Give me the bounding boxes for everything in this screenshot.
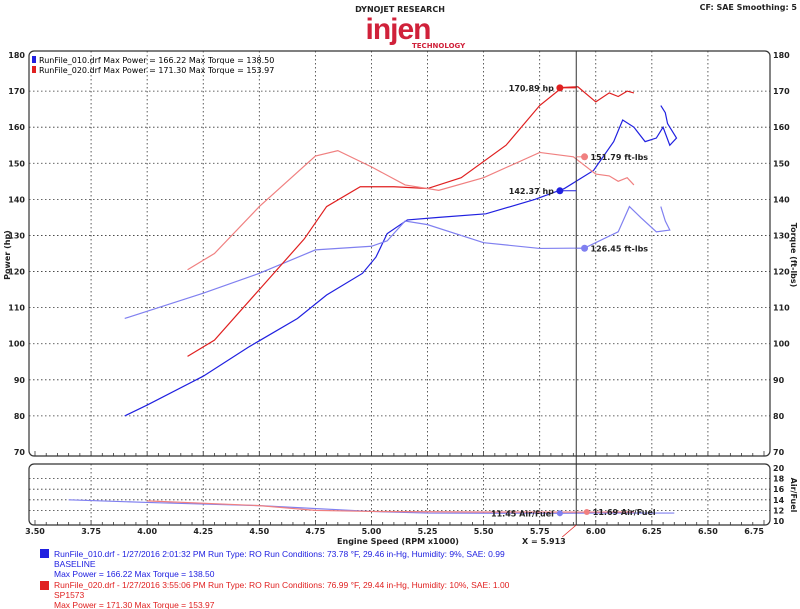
y2-tick-label: 10 <box>773 517 785 526</box>
legend-swatch-blue <box>32 56 36 63</box>
readout-marker <box>556 84 564 92</box>
run-line: Max Power = 171.30 Max Torque = 153.97 <box>54 600 215 609</box>
run-line: RunFile_010.drf - 1/27/2016 2:01:32 PM R… <box>54 549 505 559</box>
legend-entry: RunFile_020.drf Max Power = 171.30 Max T… <box>39 66 274 75</box>
y-tick-label: 140 <box>8 195 25 204</box>
svg-text:TECHNOLOGY: TECHNOLOGY <box>412 42 466 50</box>
readout-marker <box>581 153 589 161</box>
x-tick-label: 6.75 <box>744 527 764 536</box>
run-line: RunFile_020.drf - 1/27/2016 3:55:06 PM R… <box>54 580 510 590</box>
x-tick-label: 4.25 <box>193 527 213 536</box>
legend-entry: RunFile_010.drf Max Power = 166.22 Max T… <box>39 56 274 65</box>
series-line <box>124 105 678 417</box>
x-axis-label: Engine Speed (RPM x1000) <box>337 537 459 546</box>
run-swatch <box>40 549 49 558</box>
y-tick-label: 100 <box>8 340 25 349</box>
y2-tick-label: 100 <box>773 340 790 349</box>
run-line: BASELINE <box>54 559 96 569</box>
y2-tick-label: 20 <box>773 464 785 473</box>
y-tick-label: 160 <box>8 123 25 132</box>
y2-tick-label: 150 <box>773 159 790 168</box>
cursor-x-label: X = 5.913 <box>522 537 566 546</box>
readout-label: 11.69 Air/Fuel <box>593 508 656 517</box>
y2-tick-label: 140 <box>773 195 790 204</box>
y2-tick-label: 110 <box>773 304 790 313</box>
header-title: DYNOJET RESEARCH <box>355 5 445 14</box>
run-info: RunFile_010.drf - 1/27/2016 2:01:32 PM R… <box>40 549 510 609</box>
y2-tick-label: 170 <box>773 87 790 96</box>
legend-swatch-red <box>32 66 36 73</box>
y2-tick-label: 14 <box>773 496 785 505</box>
x-tick-label: 6.00 <box>586 527 606 536</box>
y-tick-label: 90 <box>14 376 26 385</box>
x-tick-label: 4.50 <box>249 527 269 536</box>
settings-label: CF: SAE Smoothing: 5 <box>700 3 798 12</box>
x-tick-label: 5.25 <box>418 527 438 536</box>
x-tick-label: 6.50 <box>698 527 718 536</box>
readout-label: 11.45 Air/Fuel <box>491 509 554 518</box>
y2-tick-label: 12 <box>773 506 784 515</box>
series-line <box>68 499 675 514</box>
cursor-pointer <box>561 524 577 538</box>
x-tick-label: 4.75 <box>306 527 326 536</box>
readout-label: 142.37 hp <box>509 187 554 196</box>
readout-marker <box>556 187 564 195</box>
injen-logo: injen TECHNOLOGY <box>365 13 466 50</box>
y2-tick-label: 16 <box>773 485 785 494</box>
readout-marker <box>583 509 590 516</box>
plot-frame <box>28 463 771 526</box>
y-tick-label: 180 <box>8 51 25 60</box>
legend: RunFile_010.drf Max Power = 166.22 Max T… <box>32 56 274 75</box>
y2-tick-label: 90 <box>773 376 785 385</box>
run-line: SP1573 <box>54 590 85 600</box>
y2-tick-label: 120 <box>773 268 790 277</box>
x-tick-label: 5.75 <box>530 527 550 536</box>
y2-tick-label: 160 <box>773 123 790 132</box>
x-tick-label: 5.00 <box>362 527 382 536</box>
y2-tick-label: 70 <box>773 448 785 457</box>
x-tick-label: 4.00 <box>137 527 157 536</box>
series-line <box>124 205 671 320</box>
readout-label: 151.79 ft-lbs <box>591 153 649 162</box>
y-axis-label: Power (hp) <box>3 230 12 280</box>
readout-label: 126.45 ft-lbs <box>591 244 649 253</box>
y2-tick-label: 18 <box>773 475 785 484</box>
readout-marker <box>581 244 589 252</box>
x-tick-label: 3.50 <box>25 527 45 536</box>
afr-axis-label: Air/Fuel <box>789 478 798 513</box>
x-tick-label: 6.25 <box>642 527 662 536</box>
svg-text:injen: injen <box>365 13 430 46</box>
series-line <box>187 150 635 271</box>
y-tick-label: 80 <box>14 412 26 421</box>
series-line <box>187 86 635 357</box>
y-tick-label: 120 <box>8 268 25 277</box>
y2-tick-label: 180 <box>773 51 790 60</box>
y-tick-label: 130 <box>8 231 25 240</box>
y-tick-label: 110 <box>8 304 25 313</box>
x-tick-label: 3.75 <box>81 527 101 536</box>
run-line: Max Power = 166.22 Max Torque = 138.50 <box>54 569 215 579</box>
readout-marker <box>556 510 563 517</box>
y-tick-label: 150 <box>8 159 25 168</box>
x-tick-label: 5.50 <box>474 527 494 536</box>
y2-tick-label: 130 <box>773 231 790 240</box>
readout-label: 170.89 hp <box>509 84 554 93</box>
y-tick-label: 70 <box>14 448 26 457</box>
run-swatch <box>40 581 49 590</box>
y-tick-label: 170 <box>8 87 25 96</box>
y2-axis-label: Torque (ft-lbs) <box>789 223 798 288</box>
y2-tick-label: 80 <box>773 412 785 421</box>
plot-frame <box>28 50 771 457</box>
